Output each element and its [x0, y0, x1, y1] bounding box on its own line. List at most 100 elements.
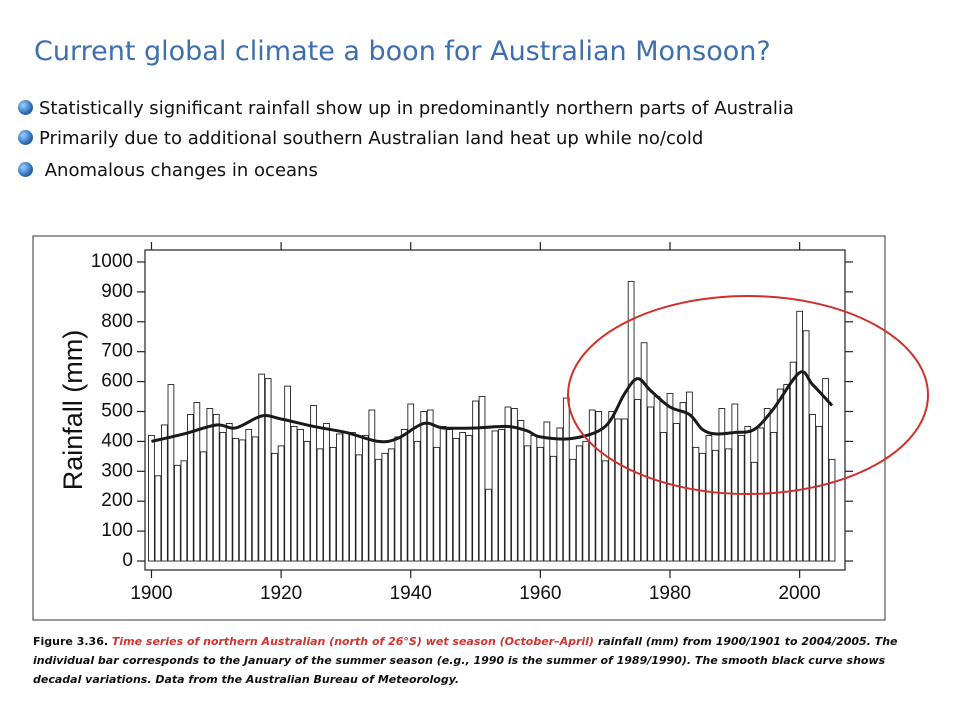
y-tick-label: 700: [101, 341, 133, 362]
y-tick-label: 1000: [91, 251, 133, 272]
bar: [588, 409, 596, 562]
bar: [750, 461, 758, 562]
bar: [776, 388, 784, 562]
bar: [426, 409, 434, 562]
bar: [718, 408, 726, 562]
bar: [498, 428, 505, 562]
bar: [316, 448, 324, 562]
bar: [491, 430, 499, 562]
y-tick-label: 900: [101, 281, 133, 302]
bar: [614, 418, 622, 562]
bullet-icon: [18, 130, 33, 145]
bar: [485, 488, 492, 562]
bar: [666, 393, 674, 562]
chart: 0 100 200 300 400 500 600 700 800 900 1000 1900 1920…: [32, 235, 929, 621]
bar: [621, 418, 628, 562]
y-tick-label: 800: [101, 311, 133, 332]
bar: [433, 446, 441, 562]
x-tick-label: 1960: [519, 583, 561, 604]
bar: [394, 436, 402, 562]
caption-label: Figure 3.36.: [33, 635, 109, 648]
bar: [148, 434, 155, 562]
bar: [712, 449, 719, 562]
bar: [284, 385, 291, 562]
x-tick-label: 1940: [390, 583, 432, 604]
bar: [549, 455, 557, 562]
bar: [238, 439, 246, 562]
bar: [679, 402, 687, 562]
bar: [582, 440, 590, 562]
bar: [692, 446, 700, 562]
bar: [562, 397, 570, 562]
bar: [413, 440, 421, 562]
bar: [199, 451, 207, 562]
bar: [815, 425, 823, 562]
bullet-icon: [18, 100, 33, 115]
y-tick-label: 0: [122, 550, 133, 571]
bar: [511, 408, 518, 562]
bar: [763, 408, 771, 562]
highlight-ellipse: [567, 295, 929, 495]
bar: [537, 446, 544, 562]
bullet: Statistically significant rainfall show …: [18, 98, 794, 119]
bullet: Anomalous changes in oceans: [18, 160, 318, 181]
bar: [446, 428, 453, 562]
bar: [245, 428, 253, 562]
bar: [174, 464, 181, 562]
bar: [686, 391, 693, 562]
bar: [154, 475, 162, 562]
bar: [627, 280, 635, 562]
caption: Figure 3.36. Time series of northern Aus…: [33, 632, 913, 689]
bar: [439, 425, 447, 562]
bar: [504, 406, 512, 562]
bar: [264, 378, 272, 562]
x-tick-label: 2000: [778, 583, 820, 604]
plot-frame: [144, 249, 846, 571]
bar: [783, 384, 791, 562]
bar: [362, 434, 369, 562]
bar: [180, 460, 188, 562]
bar: [452, 437, 460, 562]
bar: [225, 423, 233, 562]
bar: [543, 421, 551, 562]
bar: [822, 378, 829, 562]
bar: [251, 436, 259, 562]
y-tick-label: 500: [101, 401, 133, 422]
bar: [472, 400, 479, 562]
bar: [219, 431, 227, 562]
bar: [673, 423, 680, 562]
bar: [530, 434, 538, 562]
slide-title: Current global climate a boon for Austra…: [34, 36, 771, 67]
x-tick-label: 1900: [130, 583, 172, 604]
bar: [407, 403, 415, 562]
bar: [828, 458, 836, 562]
bar: [556, 427, 564, 562]
bar: [770, 431, 778, 562]
y-tick-label: 600: [101, 371, 133, 392]
bar: [634, 399, 641, 562]
bar: [569, 458, 577, 562]
caption-highlight: Time series of northern Australian (nort…: [111, 635, 594, 648]
bar: [660, 431, 667, 562]
bar: [699, 452, 706, 562]
y-tick-label: 400: [101, 430, 133, 451]
bar: [342, 431, 350, 562]
y-tick-label: 200: [101, 490, 133, 511]
bar: [206, 408, 214, 562]
x-tick-label: 1980: [649, 583, 691, 604]
bar: [167, 384, 175, 562]
bar: [329, 446, 337, 562]
bar: [459, 431, 466, 562]
bar: [724, 448, 732, 562]
bar: [802, 330, 810, 562]
bar: [212, 414, 220, 562]
bar: [381, 452, 389, 562]
bar: [705, 434, 713, 562]
bar: [420, 411, 428, 562]
bar: [355, 454, 363, 562]
bullet: Primarily due to additional southern Aus…: [18, 128, 703, 149]
bar: [277, 445, 285, 562]
bar: [647, 406, 654, 562]
bar: [310, 405, 317, 562]
